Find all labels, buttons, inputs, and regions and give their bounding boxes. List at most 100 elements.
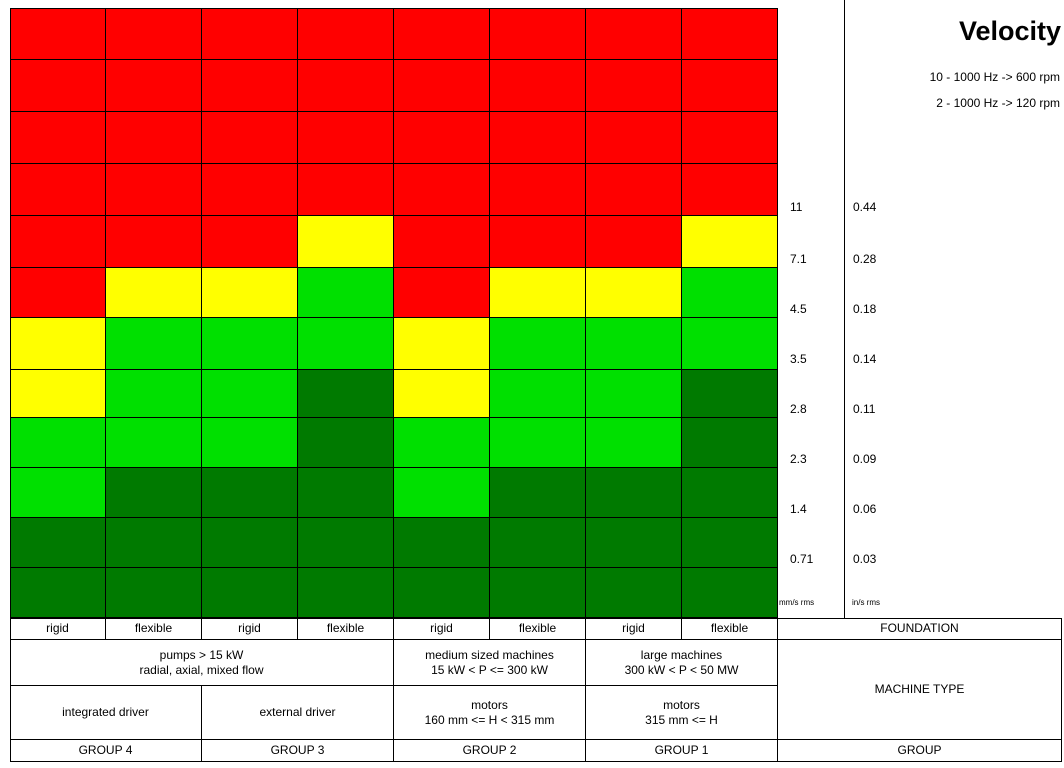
zone-cell (298, 418, 394, 468)
zone-cell (202, 164, 298, 216)
zone-cell (682, 216, 778, 268)
zone-cell (106, 216, 202, 268)
zone-cell (586, 112, 682, 164)
driver-cell-text: external driver (259, 705, 336, 719)
driver-cell-text: motors (663, 697, 700, 712)
chart-subtitle-2: 2 - 1000 Hz -> 120 rpm (936, 96, 1060, 110)
zone-cell (490, 268, 586, 318)
driver-cell-text: 315 mm <= H (645, 712, 718, 727)
zone-cell (490, 468, 586, 518)
zone-cell (682, 318, 778, 370)
zone-cell (106, 60, 202, 112)
threshold-in-label: 0.03 (853, 552, 877, 566)
zone-cell (106, 112, 202, 164)
zone-cell (298, 112, 394, 164)
driver-cell: external driver (202, 686, 394, 740)
zone-cell (298, 468, 394, 518)
zone-cell (202, 518, 298, 568)
chart-subtitle-1: 10 - 1000 Hz -> 600 rpm (929, 70, 1060, 84)
zone-cell (682, 518, 778, 568)
zone-cell (490, 164, 586, 216)
classification-table: rigid flexible rigid flexible rigid flexible r… (10, 618, 1062, 762)
machine-type-cell-text: pumps > 15 kW (159, 647, 244, 662)
zone-cell (298, 518, 394, 568)
threshold-mm-label: 1.4 (790, 502, 807, 516)
zone-cell (10, 418, 106, 468)
zone-cell (202, 318, 298, 370)
foundation-cell-text: flexible (134, 621, 173, 635)
zone-cell (202, 112, 298, 164)
zone-cell (202, 268, 298, 318)
zone-cell (682, 568, 778, 618)
driver-cell: motors 315 mm <= H (586, 686, 778, 740)
zone-cell (394, 318, 490, 370)
severity-chart-grid (10, 8, 778, 618)
zone-cell (586, 8, 682, 60)
zone-cell (10, 518, 106, 568)
foundation-cell-text: flexible (710, 621, 749, 635)
zone-cell (490, 112, 586, 164)
zone-cell (106, 370, 202, 418)
zone-cell (10, 60, 106, 112)
driver-cell: motors 160 mm <= H < 315 mm (394, 686, 586, 740)
threshold-in-label: 0.06 (853, 502, 877, 516)
foundation-cell: rigid (10, 618, 106, 640)
machine-type-cell: large machines 300 kW < P < 50 MW (586, 640, 778, 686)
zone-cell (202, 216, 298, 268)
zone-cell (586, 216, 682, 268)
zone-cell (106, 164, 202, 216)
zone-cell (586, 318, 682, 370)
driver-cell-text: 160 mm <= H < 315 mm (424, 712, 555, 727)
zone-cell (490, 568, 586, 618)
zone-cell (490, 8, 586, 60)
foundation-cell: rigid (394, 618, 490, 640)
zone-cell (298, 268, 394, 318)
group-cell: GROUP 4 (10, 740, 202, 762)
zone-cell (106, 518, 202, 568)
group-header: GROUP (778, 740, 1062, 762)
zone-cell (586, 468, 682, 518)
machine-type-cell-text: 300 kW < P < 50 MW (624, 662, 739, 677)
zone-cell (106, 8, 202, 60)
zone-cell (298, 370, 394, 418)
threshold-mm-label: 2.3 (790, 452, 807, 466)
threshold-mm-label: 4.5 (790, 302, 807, 316)
zone-cell (10, 216, 106, 268)
machine-type-header: MACHINE TYPE (778, 640, 1062, 740)
zone-cell (298, 60, 394, 112)
zone-cell (394, 468, 490, 518)
zone-cell (394, 164, 490, 216)
foundation-cell-text: rigid (622, 621, 645, 635)
zone-cell (298, 318, 394, 370)
zone-cell (10, 164, 106, 216)
zone-cell (106, 418, 202, 468)
zone-cell (10, 318, 106, 370)
zone-cell (202, 418, 298, 468)
zone-cell (394, 418, 490, 468)
zone-cell (106, 318, 202, 370)
zone-cell (682, 370, 778, 418)
zone-cell (10, 112, 106, 164)
zone-cell (586, 164, 682, 216)
machine-type-cell: medium sized machines 15 kW < P <= 300 kW (394, 640, 586, 686)
zone-cell (106, 568, 202, 618)
zone-cell (202, 468, 298, 518)
threshold-in-label: 0.18 (853, 302, 877, 316)
zone-cell (490, 370, 586, 418)
zone-cell (202, 568, 298, 618)
zone-cell (394, 518, 490, 568)
zone-cell (10, 468, 106, 518)
foundation-cell: flexible (298, 618, 394, 640)
zone-cell (394, 268, 490, 318)
zone-cell (394, 370, 490, 418)
machine-type-cell-text: 15 kW < P <= 300 kW (431, 662, 548, 677)
group-cell: GROUP 2 (394, 740, 586, 762)
zone-cell (682, 112, 778, 164)
chart-title: Velocity (958, 16, 1061, 46)
left-unit-label: mm/s rms (779, 598, 815, 607)
foundation-cell: rigid (202, 618, 298, 640)
foundation-cell-text: rigid (430, 621, 453, 635)
zone-cell (394, 112, 490, 164)
zone-cell (106, 468, 202, 518)
zone-cell (586, 418, 682, 468)
